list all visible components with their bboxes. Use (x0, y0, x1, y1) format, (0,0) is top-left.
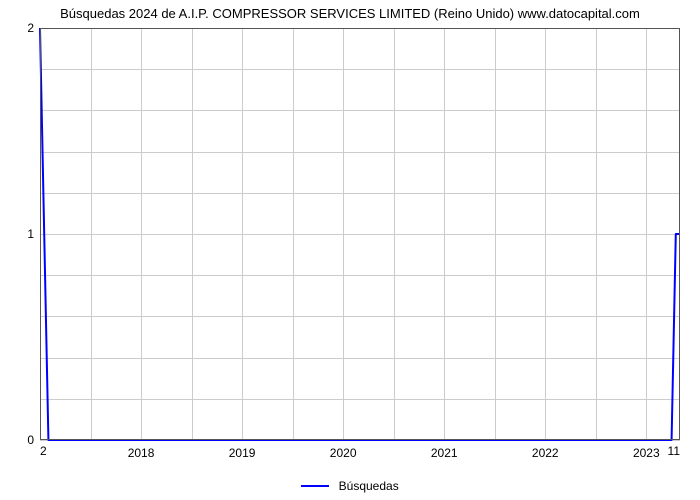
data-point-label: 2 (40, 444, 47, 458)
ytick-label: 0 (27, 433, 40, 447)
xtick-label: 2021 (431, 440, 458, 460)
legend-label: Búsquedas (339, 479, 399, 493)
xtick-label: 2019 (229, 440, 256, 460)
legend-swatch (301, 485, 329, 487)
chart-plot-area: 012 201820192020202120222023 211 (40, 28, 680, 440)
xtick-label: 2023 (633, 440, 660, 460)
chart-legend: Búsquedas (0, 478, 700, 493)
ytick-label: 2 (27, 21, 40, 35)
ytick-label: 1 (27, 227, 40, 241)
xtick-label: 2022 (532, 440, 559, 460)
chart-series (40, 28, 680, 440)
xtick-label: 2020 (330, 440, 357, 460)
chart-title: Búsquedas 2024 de A.I.P. COMPRESSOR SERV… (0, 6, 700, 21)
series-line (40, 28, 680, 440)
data-point-label: 11 (668, 444, 680, 458)
xtick-label: 2018 (128, 440, 155, 460)
